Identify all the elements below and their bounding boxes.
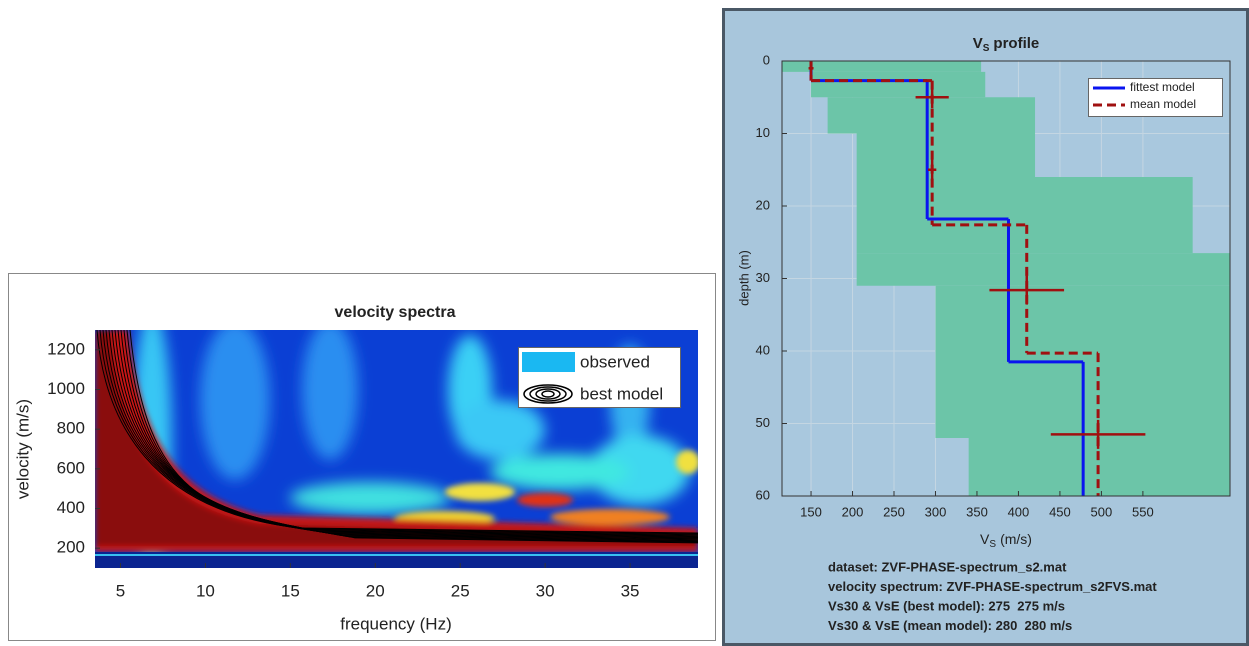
y-tick-label: 200 <box>57 538 85 557</box>
search-space <box>856 133 1036 177</box>
x-tick-label: 200 <box>842 504 864 519</box>
x-tick-label: 20 <box>366 581 385 600</box>
x-tick-label: 10 <box>196 581 215 600</box>
y-axis-label: depth (m) <box>736 250 751 306</box>
x-tick-label: 350 <box>966 504 988 519</box>
info-line: Vs30 & VsE (best model): 275 275 m/s <box>828 598 1065 613</box>
legend-label: best model <box>580 384 663 403</box>
y-tick-label: 10 <box>756 125 770 140</box>
legend-swatch <box>529 386 567 402</box>
info-line: dataset: ZVF-PHASE-spectrum_s2.mat <box>828 559 1067 574</box>
right-panel: VS profile VS (m/s) depth (m) 150 200 250 300… <box>722 8 1249 646</box>
contour-line <box>129 330 698 544</box>
legend-label: observed <box>580 352 650 371</box>
xlabel-base: V <box>980 531 990 547</box>
x-tick-label: 15 <box>281 581 300 600</box>
x-axis-label: frequency (Hz) <box>340 614 451 633</box>
search-space <box>811 71 986 98</box>
x-tick-label: 300 <box>925 504 947 519</box>
y-tick-label: 20 <box>756 197 770 212</box>
y-tick-label: 0 <box>763 52 770 67</box>
legend-swatch <box>535 388 561 400</box>
info-line: velocity spectrum: ZVF-PHASE-spectrum_s2… <box>828 579 1157 594</box>
title-subscript: S <box>983 43 990 54</box>
x-tick-label: 450 <box>1049 504 1071 519</box>
y-tick-label: 600 <box>57 458 85 477</box>
legend-swatch <box>541 390 555 398</box>
y-tick-label: 60 <box>756 487 770 502</box>
title-base: V <box>973 35 983 52</box>
y-tick-label: 40 <box>756 342 770 357</box>
legend-swatch <box>522 352 575 372</box>
search-space <box>856 177 1193 254</box>
y-tick-label: 50 <box>756 415 770 430</box>
left-panel: velocity spectra frequency (Hz) velocity… <box>8 273 716 641</box>
x-tick-label: 250 <box>883 504 905 519</box>
legend-box <box>1088 78 1223 117</box>
x-tick-label: 500 <box>1091 504 1113 519</box>
xlabel-subscript: S <box>989 539 996 550</box>
xlabel-text: (m/s) <box>1000 531 1032 547</box>
x-tick-label: 35 <box>621 581 640 600</box>
chart-title: velocity spectra <box>335 304 456 321</box>
x-tick-label: 400 <box>1008 504 1030 519</box>
title-text: profile <box>993 35 1039 52</box>
x-tick-label: 5 <box>116 581 125 600</box>
y-tick-label: 30 <box>756 270 770 285</box>
search-space <box>856 253 1230 286</box>
legend-label: fittest model <box>1130 80 1195 94</box>
spectrum-image <box>95 330 698 568</box>
x-tick-label: 25 <box>451 581 470 600</box>
legend-label: mean model <box>1130 97 1196 111</box>
search-space <box>782 61 982 72</box>
y-tick-label: 1200 <box>47 339 85 358</box>
x-tick-label: 550 <box>1132 504 1154 519</box>
info-line: Vs30 & VsE (mean model): 280 280 m/s <box>828 618 1072 633</box>
y-tick-label: 800 <box>57 419 85 438</box>
chart-title: VS profile <box>973 35 1040 54</box>
x-tick-label: 150 <box>800 504 822 519</box>
y-tick-label: 400 <box>57 498 85 517</box>
x-axis-label: VS (m/s) <box>980 531 1032 550</box>
x-tick-label: 30 <box>536 581 555 600</box>
y-tick-label: 1000 <box>47 379 85 398</box>
plot-content <box>782 61 1230 496</box>
legend-swatch <box>523 384 573 404</box>
y-axis-label: velocity (m/s) <box>13 399 32 499</box>
